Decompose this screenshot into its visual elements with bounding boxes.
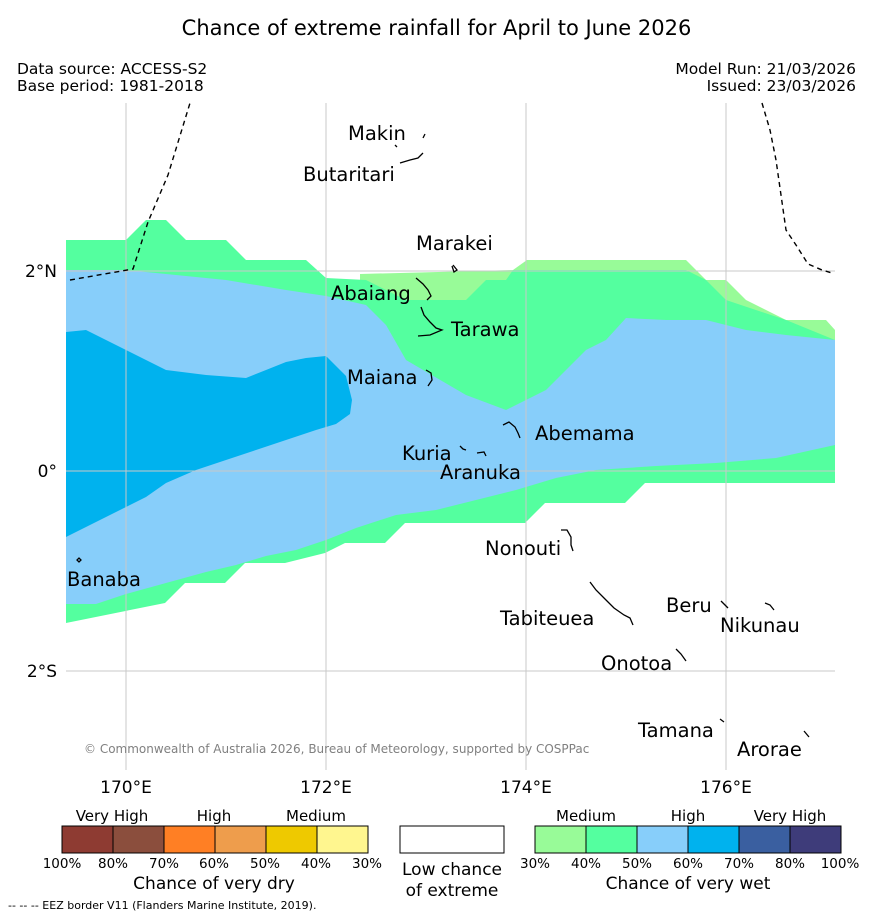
colorbar-dry: Very High High Medium 100% 80% 70% 60% 5… (43, 807, 382, 894)
wet-swatch-2 (636, 825, 689, 854)
label-abemama: Abemama (535, 422, 635, 445)
label-tamana: Tamana (637, 719, 714, 742)
wet-colorbar-title: Chance of very wet (606, 874, 771, 894)
dry-swatch-0 (61, 825, 114, 854)
low-chance-line1: Low chance (402, 860, 502, 880)
issued-date-text: Issued: 23/03/2026 (706, 77, 856, 95)
dry-swatches (61, 825, 369, 854)
wet-swatch-3 (687, 825, 740, 854)
island-makin-outline (394, 133, 426, 148)
y-tick-equator: 0° (38, 462, 57, 482)
wet-swatch-0 (534, 825, 587, 854)
island-marakei-outline (451, 264, 458, 274)
label-banaba: Banaba (67, 568, 141, 591)
base-period-text: Base period: 1981-2018 (17, 77, 204, 95)
dry-swatch-5 (316, 825, 369, 854)
wet-header-very-high: Very High (754, 807, 827, 825)
eez-footnote: -- -- -- EEZ border V11 (Flanders Marine… (8, 899, 317, 912)
label-onotoa: Onotoa (601, 652, 672, 675)
dry-swatch-2 (163, 825, 216, 854)
label-arorae: Arorae (737, 738, 802, 761)
dry-tick-70: 70% (149, 856, 179, 872)
dry-tick-30: 30% (352, 856, 382, 872)
island-nonouti-outline (561, 529, 574, 552)
model-run-text: Model Run: 21/03/2026 (675, 60, 856, 78)
wet-tick-30: 30% (520, 856, 550, 872)
dry-header-very-high: Very High (76, 807, 149, 825)
x-tick-172e: 172°E (300, 778, 352, 798)
dry-header-high: High (197, 807, 231, 825)
island-abemama-outline (502, 421, 521, 439)
colorbar-low-chance: Low chance of extreme (399, 825, 505, 901)
label-nonouti: Nonouti (485, 537, 561, 560)
label-nikunau: Nikunau (720, 614, 800, 637)
dry-header-medium: Medium (286, 807, 346, 825)
wet-swatch-5 (789, 825, 842, 854)
x-tick-170e: 170°E (100, 778, 152, 798)
wet-header-medium: Medium (556, 807, 616, 825)
label-maiana: Maiana (347, 366, 417, 389)
label-abaiang: Abaiang (331, 282, 411, 305)
label-aranuka: Aranuka (440, 461, 521, 484)
low-chance-line2: of extreme (406, 881, 499, 901)
area-wet-60-70 (66, 330, 352, 537)
dry-colorbar-title: Chance of very dry (133, 874, 295, 894)
island-tarawa-outline (417, 306, 444, 337)
wet-tick-80: 80% (775, 856, 805, 872)
label-marakei: Marakei (416, 232, 493, 255)
dry-tick-100: 100% (43, 856, 82, 872)
dry-swatch-4 (265, 825, 318, 854)
colorbar-wet: Medium High Very High 30% 40% 50% 60% 70… (520, 807, 859, 894)
copyright-text: © Commonwealth of Australia 2026, Bureau… (84, 742, 589, 756)
island-tabiteuea-outline (589, 581, 634, 626)
wet-header-high: High (671, 807, 705, 825)
dry-swatch-3 (214, 825, 267, 854)
island-arorae-outline (803, 730, 810, 738)
label-beru: Beru (666, 594, 712, 617)
wet-swatches (534, 825, 842, 854)
island-abaiang-outline (415, 277, 432, 301)
label-tabiteuea: Tabiteuea (499, 607, 594, 630)
dry-tick-50: 50% (250, 856, 280, 872)
map-title: Chance of extreme rainfall for April to … (181, 16, 692, 40)
island-outlines (76, 133, 810, 738)
eez-border-west (69, 102, 191, 281)
dry-tick-60: 60% (199, 856, 229, 872)
x-tick-174e: 174°E (500, 778, 552, 798)
wet-tick-40: 40% (571, 856, 601, 872)
island-maiana-outline (425, 369, 433, 387)
wet-tick-100: 100% (821, 856, 860, 872)
x-tick-176e: 176°E (700, 778, 752, 798)
label-butaritari: Butaritari (303, 163, 395, 186)
label-kuria: Kuria (402, 442, 452, 465)
dry-tick-80: 80% (98, 856, 128, 872)
island-beru-outline (720, 600, 729, 609)
map-panel: Makin Butaritari Marakei Abaiang Tarawa … (66, 102, 835, 770)
eez-border-east (761, 102, 833, 274)
map-grid (66, 103, 835, 770)
area-wet-50-60 (66, 270, 835, 604)
wet-tick-70: 70% (724, 856, 754, 872)
dry-swatch-1 (112, 825, 165, 854)
dry-tick-40: 40% (301, 856, 331, 872)
y-tick-2n: 2°N (25, 262, 57, 282)
low-chance-swatch (399, 825, 505, 854)
wet-tick-60: 60% (673, 856, 703, 872)
island-butaritari-outline (399, 152, 424, 164)
island-banaba-outline (76, 557, 82, 563)
y-tick-2s: 2°S (27, 662, 57, 682)
wet-swatch-4 (738, 825, 791, 854)
label-makin: Makin (348, 122, 406, 145)
wet-tick-50: 50% (622, 856, 652, 872)
label-tarawa: Tarawa (450, 318, 520, 341)
wet-swatch-1 (585, 825, 638, 854)
island-nikunau-outline (764, 602, 775, 611)
island-onotoa-outline (675, 648, 687, 662)
island-tamana-outline (719, 718, 725, 723)
data-source-text: Data source: ACCESS-S2 (17, 60, 208, 78)
island-kuria-outline (459, 445, 487, 457)
